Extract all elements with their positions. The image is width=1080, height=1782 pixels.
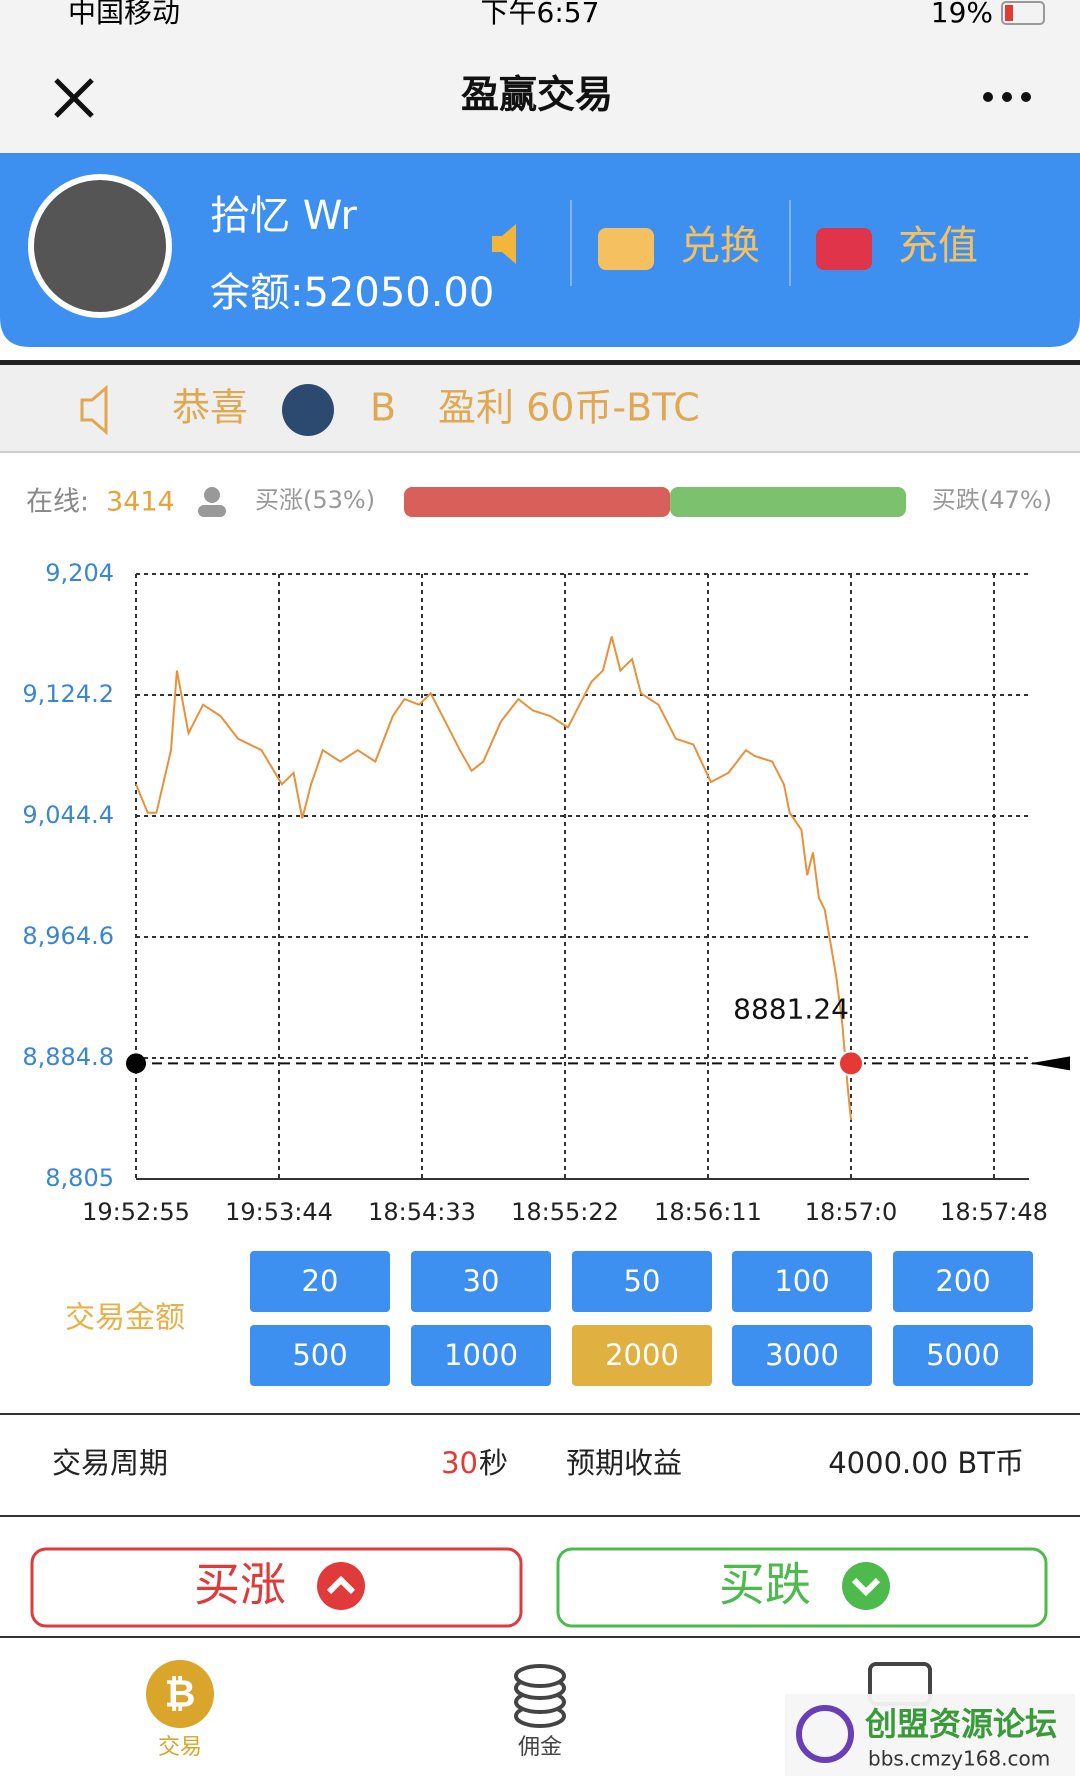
up-share-bar [404, 487, 671, 517]
y-tick-label: 8,805 [45, 1164, 114, 1192]
users-icon [198, 487, 226, 517]
price-line [135, 636, 852, 1121]
y-tick-label: 9,204 [45, 559, 114, 587]
amount-text[interactable]: 5000 [926, 1338, 1000, 1372]
expected-label: 预期收益 [566, 1446, 682, 1480]
watermark-logo [796, 1705, 854, 1763]
up-chevron [326, 1575, 356, 1595]
amount-text[interactable]: 30 [463, 1264, 500, 1298]
x-tick-label: 18:57:0 [805, 1198, 898, 1226]
tab-icon-commission[interactable] [514, 1664, 566, 1728]
ticker-text: 恭喜 [172, 386, 248, 430]
top-bar [0, 0, 1080, 153]
amount-text[interactable]: 2000 [605, 1338, 679, 1372]
exchange-icon[interactable] [598, 228, 654, 270]
price-arrow [1030, 1056, 1070, 1071]
battery-text: 19% [931, 0, 993, 29]
ticker-bar [0, 365, 1080, 452]
user-name: 拾忆 Wr [210, 193, 357, 239]
watermark-title: 创盟资源论坛 [864, 1705, 1057, 1743]
battery-level [1005, 5, 1013, 21]
balance: 余额:52050.00 [210, 270, 494, 316]
amount-text[interactable]: 50 [624, 1264, 661, 1298]
period-unit: 秒 [479, 1446, 508, 1480]
x-tick-label: 19:53:44 [225, 1198, 333, 1226]
buy-down-text[interactable]: 买跌 [719, 1558, 811, 1612]
up-share-label: 买涨(53%) [255, 486, 375, 514]
down-share-bar [670, 487, 906, 517]
amount-button[interactable] [893, 1325, 1033, 1386]
carrier: 中国移动 [68, 0, 180, 29]
amount-button[interactable] [250, 1251, 390, 1312]
amount-button[interactable] [572, 1251, 712, 1312]
chart: 8,805 8,884.8 8,964.6 9,044.4 9,124.2 9,204 19… [22, 487, 1070, 1226]
y-tick-label: 8,884.8 [22, 1043, 114, 1071]
down-share-label: 买跌(47%) [932, 486, 1052, 514]
action-recharge[interactable]: 充值 [898, 223, 978, 269]
x-tick-label: 19:52:55 [82, 1198, 190, 1226]
nav-title: 盈赢交易 [461, 73, 613, 117]
x-tick-label: 18:55:22 [511, 1198, 619, 1226]
amount-text[interactable]: 200 [935, 1264, 990, 1298]
buy-up-text[interactable]: 买涨 [194, 1558, 286, 1612]
x-tick-label: 18:54:33 [368, 1198, 476, 1226]
amount-button[interactable] [411, 1325, 551, 1386]
ticker-message: 盈利 60币-BTC [438, 386, 700, 430]
amount-text[interactable]: 3000 [765, 1338, 839, 1372]
online-label: 在线: [26, 487, 89, 518]
user-header [0, 153, 1080, 347]
amount-button[interactable] [411, 1251, 551, 1312]
recharge-icon[interactable] [816, 228, 872, 270]
amount-text[interactable]: 1000 [444, 1338, 518, 1372]
amount-button[interactable] [893, 1251, 1033, 1312]
tab-icon-glyph: ₿ [165, 1672, 196, 1716]
y-tick-label: 9,124.2 [22, 680, 114, 708]
ticker-avatar [282, 384, 334, 436]
amount-label: 交易金额 [65, 1301, 185, 1336]
current-price-marker [837, 1050, 864, 1077]
current-price-label: 8881.24 [733, 992, 849, 1025]
amount-text[interactable]: 500 [292, 1338, 347, 1372]
down-chevron [851, 1577, 881, 1597]
close-icon[interactable] [54, 78, 94, 118]
tab-commission[interactable]: 佣金 [518, 1735, 562, 1760]
amount-button[interactable] [732, 1251, 872, 1312]
amount-button[interactable] [732, 1325, 872, 1386]
up-icon [317, 1562, 365, 1610]
y-tick-label: 8,964.6 [22, 922, 114, 950]
down-icon [842, 1562, 890, 1610]
period-value: 30 [441, 1446, 478, 1480]
buy-up-button[interactable] [30, 1547, 523, 1628]
avatar [34, 180, 166, 312]
separator [0, 360, 1080, 365]
tab-trade[interactable]: 交易 [158, 1735, 202, 1760]
action-exchange[interactable]: 兑换 [680, 223, 760, 269]
battery-icon [1001, 1, 1045, 25]
ticker-speaker [80, 384, 108, 436]
tab-icon-trade[interactable] [146, 1660, 214, 1728]
amount-text[interactable]: 100 [774, 1264, 829, 1298]
expected-value: 4000.00 BT币 [828, 1446, 1024, 1480]
amount-text[interactable]: 20 [302, 1264, 339, 1298]
online-count: 3414 [106, 487, 175, 518]
amount-button[interactable] [250, 1325, 390, 1386]
price-start-dot [126, 1053, 146, 1074]
sound-icon[interactable] [492, 224, 516, 264]
buy-down-button[interactable] [556, 1547, 1048, 1628]
period-label: 交易周期 [52, 1446, 168, 1480]
ticker-user: B [370, 386, 396, 430]
more-icon[interactable] [983, 92, 1031, 102]
x-tick-label: 18:57:48 [940, 1198, 1048, 1226]
clock: 下午6:57 [481, 0, 600, 29]
y-tick-label: 9,044.4 [22, 801, 114, 829]
watermark-url: bbs.cmzy168.com [868, 1747, 1050, 1771]
x-tick-label: 18:56:11 [654, 1198, 762, 1226]
amount-button-selected[interactable] [572, 1325, 712, 1386]
